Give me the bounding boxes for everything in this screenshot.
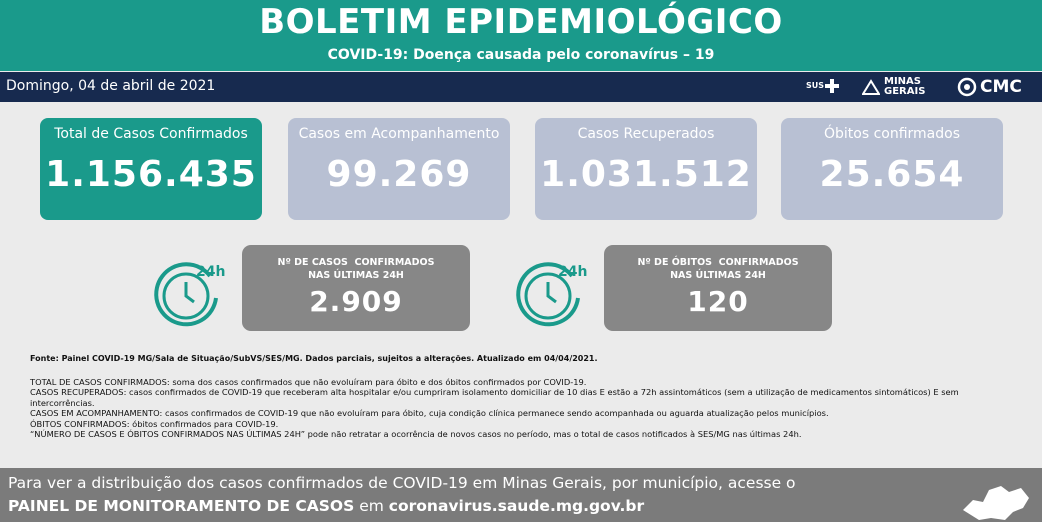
- footer-text: Para ver a distribuição dos casos confir…: [8, 474, 796, 492]
- title: BOLETIM EPIDEMIOLÓGICO: [259, 2, 783, 42]
- mg-icon: [862, 79, 880, 95]
- daily-card-value: 2.909: [309, 285, 403, 318]
- clock-icon: 24h: [154, 262, 225, 327]
- clock-label: 24h: [196, 264, 225, 280]
- card-title: Casos Recuperados: [577, 126, 715, 142]
- sus-logo: SUS: [806, 81, 825, 90]
- notes: Fonte: Painel COVID-19 MG/Sala de Situaç…: [30, 354, 1015, 440]
- footer: Para ver a distribuição dos casos confir…: [0, 468, 1042, 522]
- card-value: 25.654: [819, 154, 965, 195]
- header: BOLETIM EPIDEMIOLÓGICO COVID-19: Doença …: [0, 0, 1042, 71]
- card-title: Óbitos confirmados: [823, 126, 961, 142]
- subtitle: COVID-19: Doença causada pelo coronavíru…: [327, 47, 715, 63]
- date: Domingo, 04 de abril de 2021: [6, 78, 216, 94]
- footer-connector: em: [359, 497, 384, 515]
- card-value: 99.269: [326, 154, 472, 195]
- map-icon: [963, 486, 1029, 520]
- date-bar: Domingo, 04 de abril de 2021 SUS MINAS G…: [0, 72, 1042, 102]
- daily-card-title: Nº DE CASOS CONFIRMADOS NAS ÚLTIMAS 24H: [242, 256, 470, 282]
- definitions: TOTAL DE CASOS CONFIRMADOS: soma dos cas…: [30, 377, 1015, 440]
- title-line: Nº DE ÓBITOS CONFIRMADOS: [637, 257, 799, 268]
- clock-label: 24h: [558, 264, 587, 280]
- daily-card-title: Nº DE ÓBITOS CONFIRMADOS NAS ÚLTIMAS 24H: [604, 256, 832, 282]
- title-line: Nº DE CASOS CONFIRMADOS: [277, 257, 435, 268]
- cross-icon: [825, 79, 839, 93]
- card-title: Total de Casos Confirmados: [54, 126, 248, 142]
- cmc-logo: CMC: [980, 77, 1022, 97]
- card-title: Casos em Acompanhamento: [298, 126, 500, 142]
- definition: “NÚMERO DE CASOS E ÓBITOS CONFIRMADOS NA…: [30, 429, 802, 439]
- card-value: 1.031.512: [540, 154, 752, 195]
- stat-card: Óbitos confirmados 25.654: [781, 118, 1003, 220]
- definition: CASOS EM ACOMPANHAMENTO: casos confirmad…: [30, 408, 829, 418]
- clock-hands: [184, 282, 195, 304]
- mg-logo: MINAS GERAIS: [884, 76, 926, 97]
- title-line: NAS ÚLTIMAS 24H: [670, 270, 766, 281]
- clock-ring: [516, 262, 580, 327]
- definition: ÓBITOS CONFIRMADOS: óbitos confirmados p…: [30, 418, 279, 429]
- clock-face: [162, 272, 210, 320]
- definition: CASOS RECUPERADOS: casos confirmados de …: [30, 387, 959, 408]
- clock-icon: 24h: [516, 262, 587, 327]
- daily-card-value: 120: [687, 285, 749, 318]
- source: Fonte: Painel COVID-19 MG/Sala de Situaç…: [30, 354, 598, 363]
- stat-card: Casos em Acompanhamento 99.269: [288, 118, 510, 220]
- daily-card: Nº DE ÓBITOS CONFIRMADOS NAS ÚLTIMAS 24H 1…: [604, 245, 832, 331]
- clock-face: [524, 272, 572, 320]
- daily-card: Nº DE CASOS CONFIRMADOS NAS ÚLTIMAS 24H 2.…: [242, 245, 470, 331]
- stat-card: Casos Recuperados 1.031.512: [535, 118, 757, 220]
- title-line: NAS ÚLTIMAS 24H: [308, 270, 404, 281]
- url[interactable]: coronavirus.saude.mg.gov.br: [388, 497, 645, 515]
- footer-link-line: PAINEL DE MONITORAMENTO DE CASOS em coro…: [8, 497, 644, 515]
- panel-link[interactable]: PAINEL DE MONITORAMENTO DE CASOS: [8, 497, 355, 515]
- definition: TOTAL DE CASOS CONFIRMADOS: soma dos cas…: [30, 376, 587, 387]
- stat-card: Total de Casos Confirmados 1.156.435: [40, 118, 262, 220]
- clock-ring: [154, 262, 218, 327]
- card-value: 1.156.435: [45, 154, 257, 195]
- clock-hands: [546, 282, 557, 304]
- cmc-icon: [957, 77, 977, 97]
